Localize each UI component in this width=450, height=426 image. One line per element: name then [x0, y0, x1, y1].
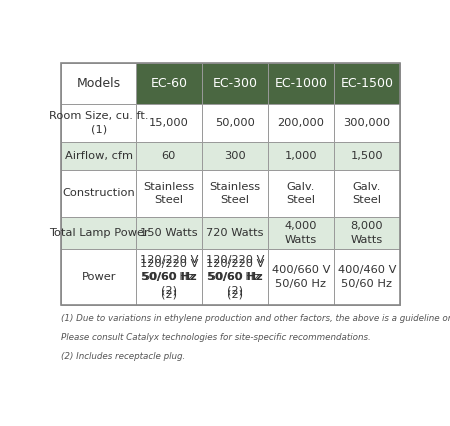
- Text: Galv.
Steel: Galv. Steel: [352, 181, 381, 205]
- Text: 120/220 V
50/60 Hz
(2): 120/220 V 50/60 Hz (2): [140, 259, 198, 296]
- Text: (2) Includes receptacle plug.: (2) Includes receptacle plug.: [62, 351, 186, 360]
- Bar: [62, 217, 136, 249]
- Bar: [334, 170, 400, 217]
- Bar: [62, 170, 136, 217]
- Bar: [202, 249, 268, 305]
- Bar: [334, 63, 400, 104]
- Text: 200,000: 200,000: [277, 118, 324, 128]
- Bar: [202, 141, 268, 170]
- Text: (2): (2): [161, 289, 177, 299]
- Text: Construction: Construction: [62, 188, 135, 199]
- Text: (1) Due to variations in ethylene production and other factors, the above is a g: (1) Due to variations in ethylene produc…: [62, 314, 450, 322]
- Bar: [62, 63, 136, 104]
- Text: EC-60: EC-60: [150, 77, 187, 90]
- Text: Models: Models: [76, 77, 121, 90]
- Bar: [136, 249, 202, 305]
- Bar: [202, 104, 268, 141]
- Bar: [136, 170, 202, 217]
- Text: 120/220 V: 120/220 V: [206, 255, 264, 265]
- Bar: [202, 63, 268, 104]
- Text: 50/60 Hz: 50/60 Hz: [141, 272, 197, 282]
- Bar: [62, 104, 136, 141]
- Text: 1,500: 1,500: [351, 151, 383, 161]
- Bar: [202, 249, 268, 305]
- Text: 120/220 V: 120/220 V: [140, 255, 198, 265]
- Bar: [334, 141, 400, 170]
- Bar: [268, 141, 334, 170]
- Bar: [268, 249, 334, 305]
- Bar: [202, 170, 268, 217]
- Text: 15,000: 15,000: [149, 118, 189, 128]
- Bar: [202, 217, 268, 249]
- Bar: [62, 249, 136, 305]
- Bar: [334, 249, 400, 305]
- Text: 8,000
Watts: 8,000 Watts: [351, 221, 383, 245]
- Text: 300,000: 300,000: [343, 118, 390, 128]
- Bar: [268, 217, 334, 249]
- Text: Galv.
Steel: Galv. Steel: [286, 181, 315, 205]
- Text: 400/660 V
50/60 Hz: 400/660 V 50/60 Hz: [272, 265, 330, 289]
- Text: EC-1500: EC-1500: [340, 77, 393, 90]
- Text: Airflow, cfm: Airflow, cfm: [65, 151, 133, 161]
- Bar: [136, 63, 202, 104]
- Text: 50/60 Hz: 50/60 Hz: [207, 272, 263, 282]
- Bar: [268, 63, 334, 104]
- Bar: [62, 63, 400, 305]
- Text: Stainless
Steel: Stainless Steel: [144, 181, 194, 205]
- Text: 720 Watts: 720 Watts: [206, 228, 264, 238]
- Text: 400/460 V
50/60 Hz: 400/460 V 50/60 Hz: [338, 265, 396, 289]
- Bar: [136, 249, 202, 305]
- Text: EC-1000: EC-1000: [274, 77, 327, 90]
- Bar: [334, 104, 400, 141]
- Text: Power: Power: [81, 272, 116, 282]
- Bar: [62, 141, 136, 170]
- Text: Total Lamp Power: Total Lamp Power: [49, 228, 149, 238]
- Text: EC-300: EC-300: [212, 77, 257, 90]
- Text: 4,000
Watts: 4,000 Watts: [284, 221, 317, 245]
- Text: 60: 60: [162, 151, 176, 161]
- Text: 50,000: 50,000: [215, 118, 255, 128]
- Text: (2): (2): [227, 289, 243, 299]
- Bar: [136, 141, 202, 170]
- Text: 1,000: 1,000: [284, 151, 317, 161]
- Bar: [334, 217, 400, 249]
- Text: 150 Watts: 150 Watts: [140, 228, 198, 238]
- Bar: [268, 170, 334, 217]
- Text: Stainless
Steel: Stainless Steel: [209, 181, 261, 205]
- Bar: [268, 104, 334, 141]
- Text: 120/220 V
50/60 Hz
(2): 120/220 V 50/60 Hz (2): [206, 259, 264, 296]
- Bar: [136, 217, 202, 249]
- Text: 300: 300: [224, 151, 246, 161]
- Text: Please consult Catalyx technologies for site-specific recommendations.: Please consult Catalyx technologies for …: [62, 333, 371, 342]
- Bar: [136, 104, 202, 141]
- Text: Room Size, cu. ft.
(1): Room Size, cu. ft. (1): [49, 111, 148, 135]
